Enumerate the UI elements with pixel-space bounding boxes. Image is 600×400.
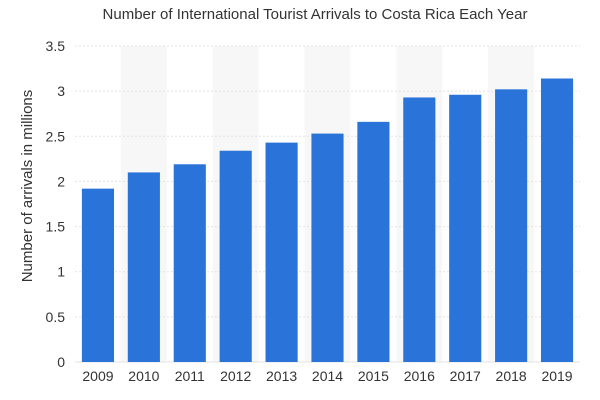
bar bbox=[540, 78, 574, 362]
bars bbox=[81, 78, 574, 363]
y-tick-label: 3 bbox=[57, 83, 65, 99]
x-tick-label: 2011 bbox=[175, 368, 205, 384]
x-tick-label: 2016 bbox=[404, 368, 435, 384]
bar bbox=[311, 133, 344, 362]
x-tick-label: 2014 bbox=[312, 368, 343, 384]
y-tick-label: 0 bbox=[57, 354, 65, 370]
bar bbox=[81, 188, 115, 362]
x-tick-label: 2017 bbox=[450, 368, 481, 384]
x-tick-label: 2009 bbox=[82, 368, 113, 384]
x-tick-label: 2012 bbox=[220, 368, 251, 384]
x-tick-label: 2010 bbox=[128, 368, 159, 384]
y-tick-label: 1.5 bbox=[46, 219, 66, 235]
x-tick-label: 2018 bbox=[496, 368, 527, 384]
bar bbox=[495, 89, 528, 362]
bar bbox=[265, 142, 298, 362]
bar bbox=[357, 121, 390, 362]
x-tick-label: 2019 bbox=[541, 368, 572, 384]
y-tick-label: 2.5 bbox=[46, 128, 66, 144]
y-tick-label: 2 bbox=[57, 173, 65, 189]
bar bbox=[403, 97, 436, 362]
y-tick-label: 3.5 bbox=[46, 38, 66, 54]
bar bbox=[173, 164, 206, 362]
x-tick-label: 2015 bbox=[358, 368, 389, 384]
y-axis-label: Number of arrivals in millions bbox=[19, 90, 36, 283]
x-tick-labels: 2009 2010 2011 2012 2013 2014 2015 2016 2017 2018… bbox=[82, 368, 572, 384]
chart-title: Number of International Tourist Arrivals… bbox=[103, 6, 528, 23]
y-tick-label: 0.5 bbox=[46, 309, 66, 325]
y-tick-labels: 0 0.5 1 1.5 2 2.5 3 3.5 bbox=[46, 38, 66, 370]
bar bbox=[219, 150, 252, 362]
y-tick-label: 1 bbox=[57, 264, 65, 280]
x-tick-label: 2013 bbox=[266, 368, 297, 384]
bar bbox=[127, 172, 160, 362]
bar bbox=[449, 94, 482, 363]
